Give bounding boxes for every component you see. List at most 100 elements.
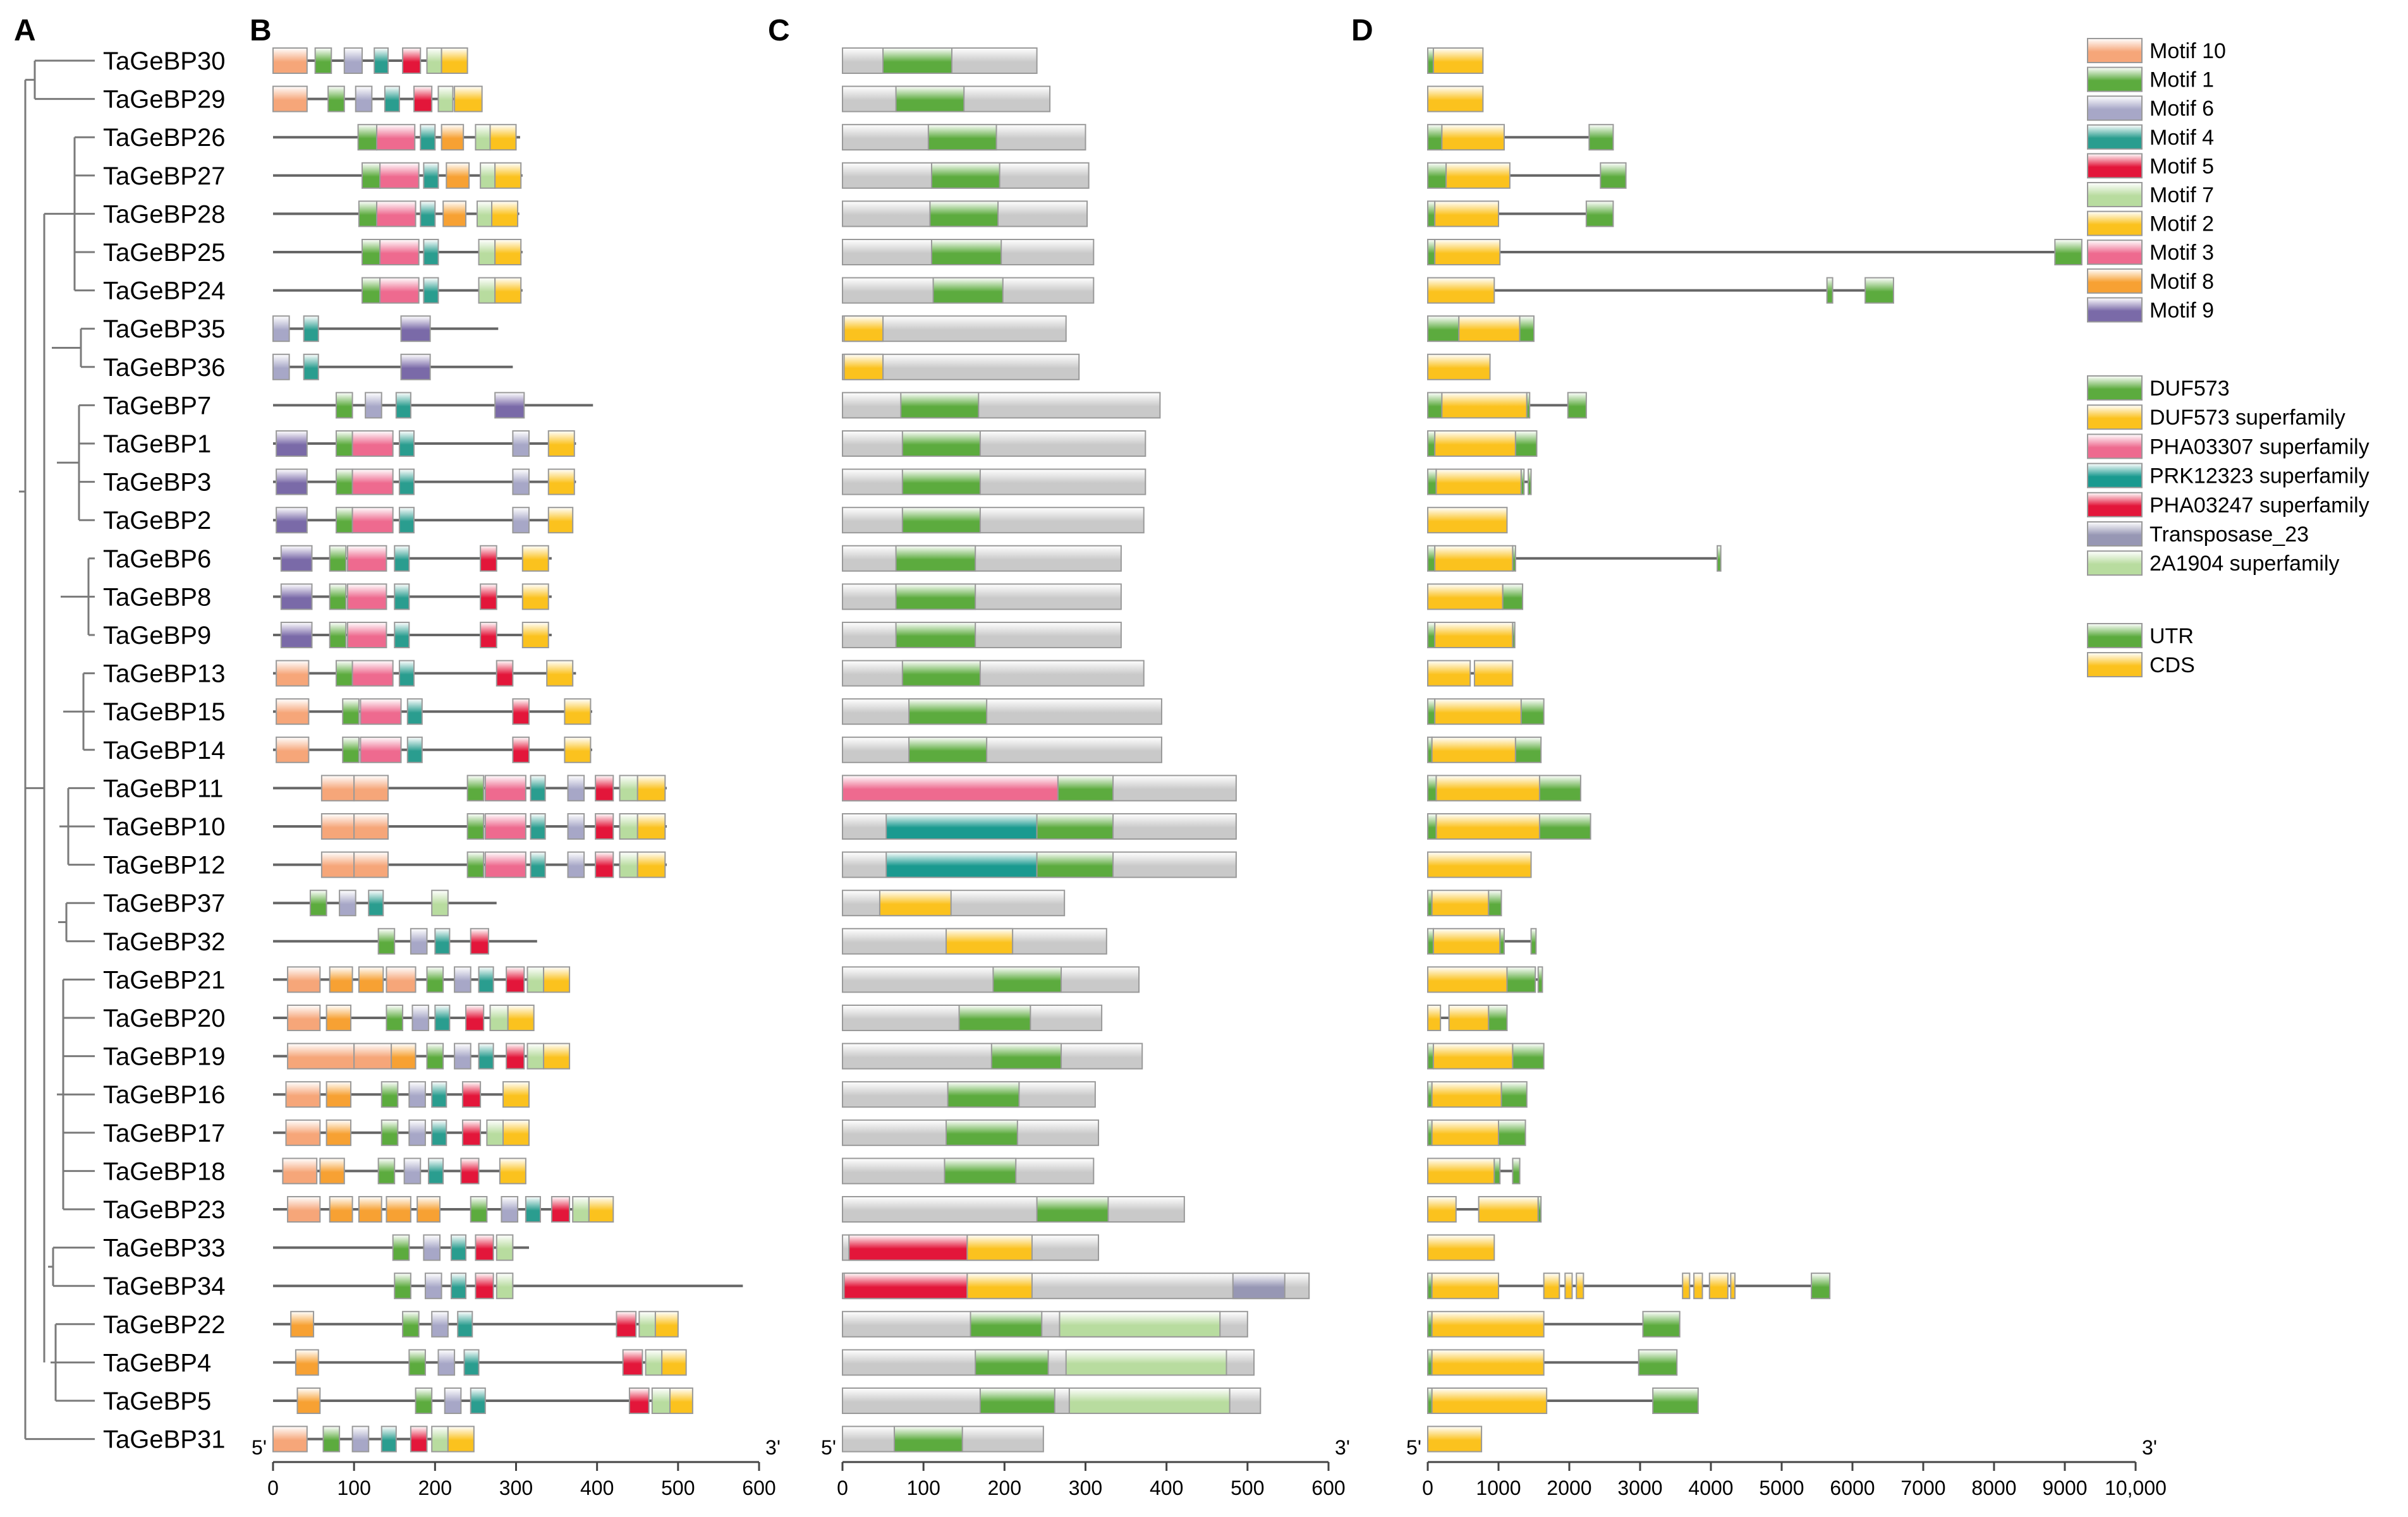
axis-b-end: 3' [765, 1436, 781, 1459]
domain-box [900, 392, 980, 419]
motif-box [645, 1349, 663, 1376]
exon-box [1564, 1272, 1573, 1300]
gene-label-tagebp31: TaGeBP31 [103, 1426, 225, 1454]
exon-box [1500, 1081, 1528, 1108]
motif-box [521, 545, 549, 572]
exon-box [1427, 928, 1434, 955]
exon-box [1434, 430, 1516, 457]
domain-box [843, 353, 884, 380]
motif-box [496, 1234, 514, 1261]
exon-box [1427, 468, 1437, 495]
motif-box [530, 813, 546, 840]
exon-box [1435, 813, 1540, 840]
motif-box [276, 468, 308, 495]
motif-box [450, 1234, 467, 1261]
protein-body [842, 622, 1122, 648]
motif-box [420, 200, 436, 227]
gene-label-tagebp36: TaGeBP36 [103, 354, 225, 382]
exon-box [1427, 890, 1433, 917]
exon-box [1682, 1272, 1691, 1300]
motif-box [461, 1119, 482, 1146]
axis-tick-label: 200 [418, 1477, 452, 1499]
motif-box [543, 1043, 571, 1070]
exon-box [1427, 545, 1436, 572]
motif-box [368, 890, 384, 917]
exon-box [2054, 239, 2083, 265]
motif-box [567, 775, 585, 802]
exon-box [1543, 1272, 1560, 1300]
motif-box [272, 47, 308, 74]
motif-box [426, 1043, 444, 1070]
exon-box [1693, 1272, 1703, 1300]
motif-box [379, 239, 420, 265]
motif-box [496, 660, 514, 687]
exon-box [1427, 622, 1436, 648]
legend-structure-label: CDS [2150, 653, 2195, 677]
motif-box [358, 1196, 382, 1223]
exon-box [1431, 1272, 1499, 1300]
motif-box [564, 698, 592, 725]
protein-body [842, 890, 1066, 917]
motif-box [398, 660, 415, 687]
phylogenetic-tree [19, 59, 95, 1441]
motif-box [628, 1387, 650, 1414]
motif-box [285, 1119, 321, 1146]
legend-motif-swatch [2087, 182, 2143, 207]
legend-domain-label: Transposase_23 [2150, 523, 2309, 547]
motif-box [567, 851, 585, 878]
motif-box [431, 1119, 447, 1146]
motif-box [423, 1234, 441, 1261]
protein-body [842, 583, 1122, 610]
motif-box [654, 1310, 679, 1338]
exon-box [1537, 966, 1543, 993]
motif-box [428, 1157, 444, 1185]
gene-label-tagebp24: TaGeBP24 [103, 277, 225, 305]
protein-body [842, 545, 1122, 572]
gene-label-tagebp20: TaGeBP20 [103, 1005, 225, 1032]
motif-box [502, 1081, 530, 1108]
gene-label-tagebp2: TaGeBP2 [103, 507, 211, 535]
motif-box [507, 1005, 535, 1031]
motif-box [595, 775, 614, 802]
motif-box [434, 928, 451, 955]
motif-box [491, 200, 519, 227]
gene-label-tagebp5: TaGeBP5 [103, 1387, 211, 1415]
legend: Motif 10 Motif 1 Motif 6 Motif 4 Motif 5 Moti… [2087, 38, 2369, 677]
axis-c-end: 3' [1335, 1436, 1350, 1459]
motif-box [329, 583, 347, 610]
motif-box [402, 1310, 420, 1338]
exon-box [1435, 468, 1522, 495]
motif-box [276, 698, 310, 725]
motif-box [309, 890, 327, 917]
axis-tick-label: 1000 [1476, 1477, 1521, 1499]
motif-box [329, 1196, 353, 1223]
motif-box [661, 1349, 687, 1376]
motif-box [441, 124, 465, 151]
motif-box [351, 660, 394, 687]
gene-label-tagebp11: TaGeBP11 [103, 775, 224, 802]
motif-box [521, 583, 549, 610]
domain-box [885, 813, 1038, 840]
motif-box [346, 545, 387, 572]
exon-box [1432, 1043, 1514, 1070]
motif-box [394, 545, 410, 572]
axis-tick-label: 4000 [1688, 1477, 1733, 1499]
motif-box [494, 392, 525, 419]
motif-box [276, 660, 310, 687]
motif-box [320, 775, 355, 802]
motif-box [466, 813, 485, 840]
motif-box [353, 775, 389, 802]
panel-label-c: C [768, 14, 790, 47]
motif-box [325, 1119, 352, 1146]
exon-box [1458, 315, 1521, 342]
axis-tick-label: 200 [988, 1477, 1021, 1499]
domain-box [946, 928, 1014, 955]
exon-box [1427, 1043, 1434, 1070]
exon-box [1519, 315, 1535, 342]
domain-box [843, 315, 884, 342]
domain-box [895, 85, 965, 112]
panel-label-d: D [1351, 14, 1373, 47]
motif-box [361, 277, 381, 304]
exon-box [1427, 1081, 1433, 1108]
legend-motif-swatch [2087, 124, 2143, 150]
